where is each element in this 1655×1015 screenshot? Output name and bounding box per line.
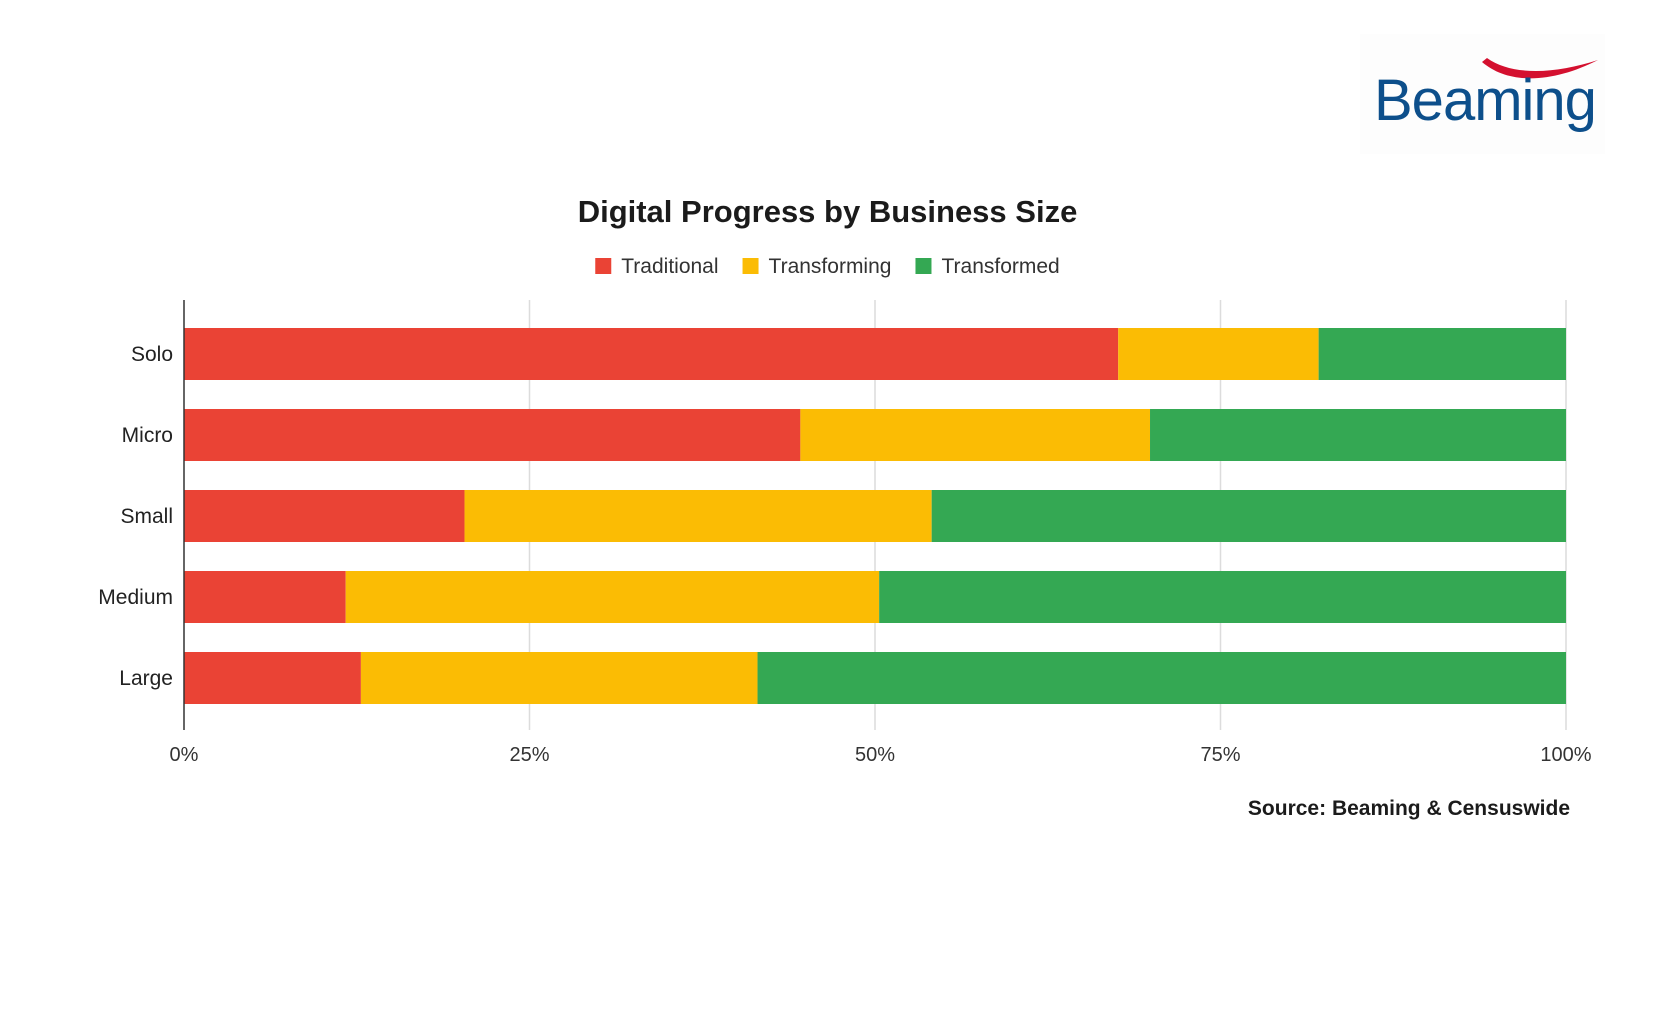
- category-label-medium: Medium: [98, 586, 173, 609]
- bar-solo-transformed: [1318, 328, 1566, 380]
- x-tick-label-75: 75%: [1200, 744, 1240, 766]
- bar-large-transforming: [360, 652, 758, 704]
- bar-solo-traditional: [184, 328, 1119, 380]
- legend-label-transformed: Transformed: [941, 255, 1059, 278]
- bar-small-traditional: [184, 490, 465, 542]
- bar-medium-transformed: [879, 571, 1566, 623]
- bar-solo-transforming: [1118, 328, 1319, 380]
- beaming-logo: Beaming: [1360, 34, 1605, 154]
- source-note: Source: Beaming & Censuswide: [1247, 797, 1570, 820]
- x-tick-label-100: 100%: [1540, 744, 1591, 766]
- bar-large-traditional: [184, 652, 361, 704]
- bar-medium-transforming: [345, 571, 880, 623]
- bar-medium-traditional: [184, 571, 346, 623]
- legend-label-transforming: Transforming: [769, 255, 892, 278]
- bar-large-transformed: [757, 652, 1566, 704]
- category-label-large: Large: [119, 667, 173, 690]
- legend-swatch-traditional: [595, 258, 612, 274]
- bar-micro-transforming: [800, 409, 1151, 461]
- legend-swatch-transforming: [742, 258, 759, 274]
- x-tick-label-50: 50%: [855, 744, 895, 766]
- logo-text: Beaming: [1374, 68, 1596, 133]
- x-tick-label-0: 0%: [170, 744, 199, 766]
- bar-micro-traditional: [184, 409, 801, 461]
- category-label-small: Small: [120, 505, 173, 528]
- x-tick-label-25: 25%: [509, 744, 549, 766]
- category-label-solo: Solo: [131, 343, 173, 366]
- legend-swatch-transformed: [915, 258, 932, 274]
- bar-small-transformed: [931, 490, 1566, 542]
- chart-title: Digital Progress by Business Size: [577, 194, 1078, 229]
- logo-swoosh: [1482, 58, 1598, 79]
- bar-small-transforming: [464, 490, 932, 542]
- category-label-micro: Micro: [122, 424, 173, 447]
- legend-label-traditional: Traditional: [621, 255, 718, 278]
- bar-micro-transformed: [1150, 409, 1566, 461]
